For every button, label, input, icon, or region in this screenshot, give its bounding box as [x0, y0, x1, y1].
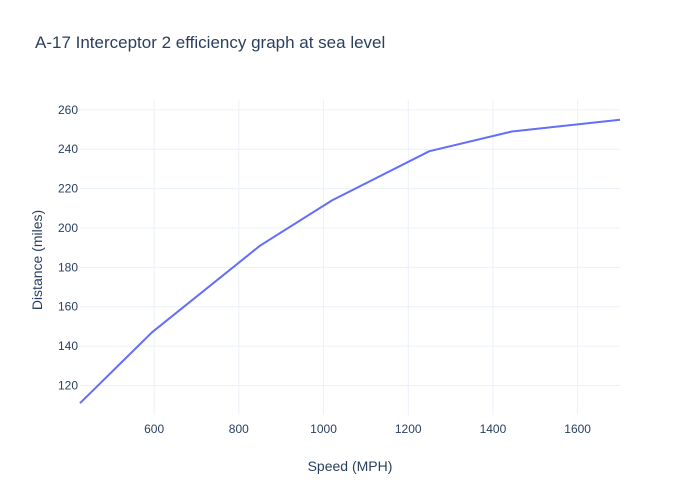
series-line [79, 118, 621, 404]
y-tick-label: 220 [58, 182, 78, 196]
grid-layer [80, 100, 620, 415]
x-tick-label: 800 [229, 422, 249, 436]
x-tick-label: 600 [144, 422, 164, 436]
y-axis-title: Distance (miles) [29, 210, 45, 310]
y-tick-label: 200 [58, 221, 78, 235]
x-tick-label: 1400 [480, 422, 507, 436]
y-tick-label: 160 [58, 300, 78, 314]
x-axis-title: Speed (MPH) [308, 458, 393, 474]
y-tick-label: 180 [58, 260, 78, 274]
y-tick-label: 140 [58, 339, 78, 353]
x-tick-label: 1600 [564, 422, 591, 436]
y-tick-label: 120 [58, 378, 78, 392]
series-layer [79, 118, 621, 404]
y-tick-label: 240 [58, 142, 78, 156]
x-axis-ticks: 600 800 1000 1200 1400 1600 [144, 422, 591, 436]
x-tick-label: 1200 [395, 422, 422, 436]
chart-title: A-17 Interceptor 2 efficiency graph at s… [35, 33, 386, 52]
x-tick-label: 1000 [310, 422, 337, 436]
y-tick-label: 260 [58, 103, 78, 117]
y-axis-ticks: 120 140 160 180 200 220 240 260 [58, 103, 78, 393]
